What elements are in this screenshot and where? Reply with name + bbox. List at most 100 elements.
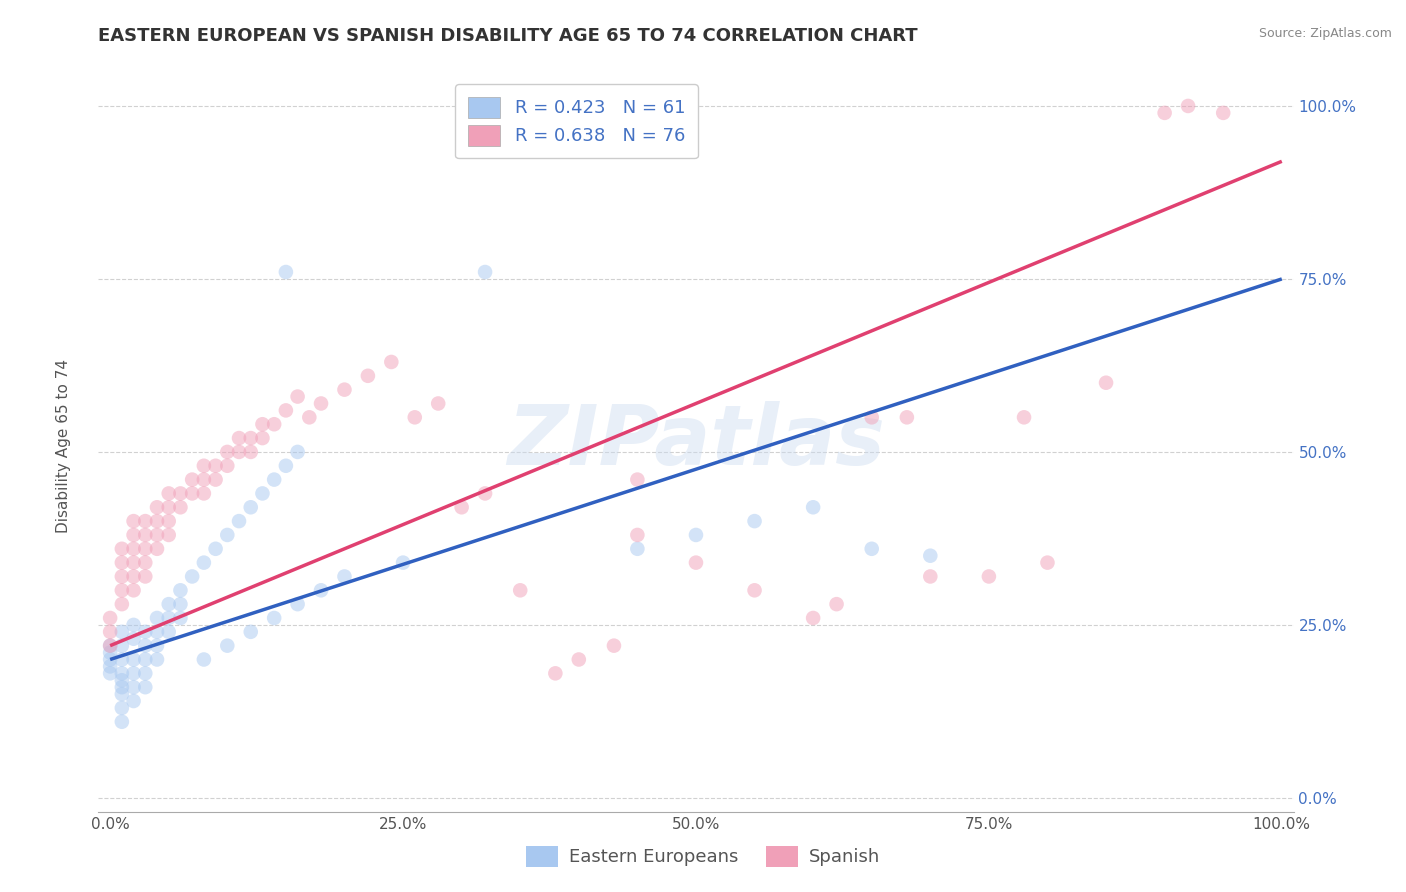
Point [1212, 106, 1234, 120]
Text: ZIPatlas: ZIPatlas [508, 401, 884, 482]
Point [1036, 556, 1059, 570]
Point [626, 528, 648, 542]
Point [122, 528, 145, 542]
Point [98, 666, 121, 681]
Point [146, 541, 169, 556]
Point [134, 569, 156, 583]
Point [111, 701, 134, 715]
Point [217, 639, 239, 653]
Point [146, 611, 169, 625]
Point [146, 528, 169, 542]
Point [157, 528, 180, 542]
Point [544, 666, 567, 681]
Point [1177, 99, 1199, 113]
Point [134, 514, 156, 528]
Point [122, 618, 145, 632]
Point [860, 410, 883, 425]
Point [603, 639, 626, 653]
Point [134, 666, 156, 681]
Point [204, 473, 226, 487]
Point [744, 583, 766, 598]
Point [217, 528, 239, 542]
Point [134, 541, 156, 556]
Point [274, 458, 297, 473]
Point [122, 652, 145, 666]
Point [298, 410, 321, 425]
Point [333, 383, 356, 397]
Point [193, 556, 215, 570]
Point [122, 694, 145, 708]
Point [122, 583, 145, 598]
Point [1095, 376, 1118, 390]
Point [977, 569, 1000, 583]
Point [146, 624, 169, 639]
Point [801, 500, 824, 515]
Point [111, 583, 134, 598]
Point [474, 486, 496, 500]
Point [157, 500, 180, 515]
Point [111, 687, 134, 701]
Point [146, 500, 169, 515]
Point [252, 417, 274, 432]
Point [685, 528, 707, 542]
Point [252, 486, 274, 500]
Point [169, 500, 191, 515]
Point [825, 597, 848, 611]
Point [122, 632, 145, 646]
Point [380, 355, 402, 369]
Point [357, 368, 380, 383]
Point [122, 666, 145, 681]
Point [744, 514, 766, 528]
Point [333, 569, 356, 583]
Point [181, 486, 204, 500]
Point [920, 569, 942, 583]
Point [801, 611, 824, 625]
Point [111, 652, 134, 666]
Point [111, 597, 134, 611]
Point [204, 458, 226, 473]
Point [111, 624, 134, 639]
Point [239, 431, 262, 445]
Point [217, 458, 239, 473]
Point [252, 431, 274, 445]
Point [111, 673, 134, 688]
Point [98, 659, 121, 673]
Text: Source: ZipAtlas.com: Source: ZipAtlas.com [1258, 27, 1392, 40]
Point [134, 624, 156, 639]
Legend: R = 0.423   N = 61, R = 0.638   N = 76: R = 0.423 N = 61, R = 0.638 N = 76 [456, 84, 697, 158]
Point [239, 445, 262, 459]
Point [122, 541, 145, 556]
Point [860, 541, 883, 556]
Point [1153, 106, 1175, 120]
Text: EASTERN EUROPEAN VS SPANISH DISABILITY AGE 65 TO 74 CORRELATION CHART: EASTERN EUROPEAN VS SPANISH DISABILITY A… [98, 27, 918, 45]
Point [263, 611, 285, 625]
Point [98, 624, 121, 639]
Point [98, 652, 121, 666]
Point [111, 680, 134, 694]
Point [146, 514, 169, 528]
Point [193, 458, 215, 473]
Point [568, 652, 591, 666]
Point [169, 486, 191, 500]
Point [181, 473, 204, 487]
Point [274, 403, 297, 417]
Point [217, 445, 239, 459]
Point [626, 473, 648, 487]
Point [920, 549, 942, 563]
Point [157, 514, 180, 528]
Point [98, 639, 121, 653]
Point [263, 473, 285, 487]
Point [427, 396, 450, 410]
Point [169, 597, 191, 611]
Point [157, 597, 180, 611]
Point [509, 583, 531, 598]
Point [287, 445, 309, 459]
Point [98, 611, 121, 625]
Point [122, 514, 145, 528]
Point [228, 514, 250, 528]
Text: Disability Age 65 to 74: Disability Age 65 to 74 [56, 359, 70, 533]
Point [111, 541, 134, 556]
Point [1012, 410, 1035, 425]
Point [193, 486, 215, 500]
Point [98, 646, 121, 660]
